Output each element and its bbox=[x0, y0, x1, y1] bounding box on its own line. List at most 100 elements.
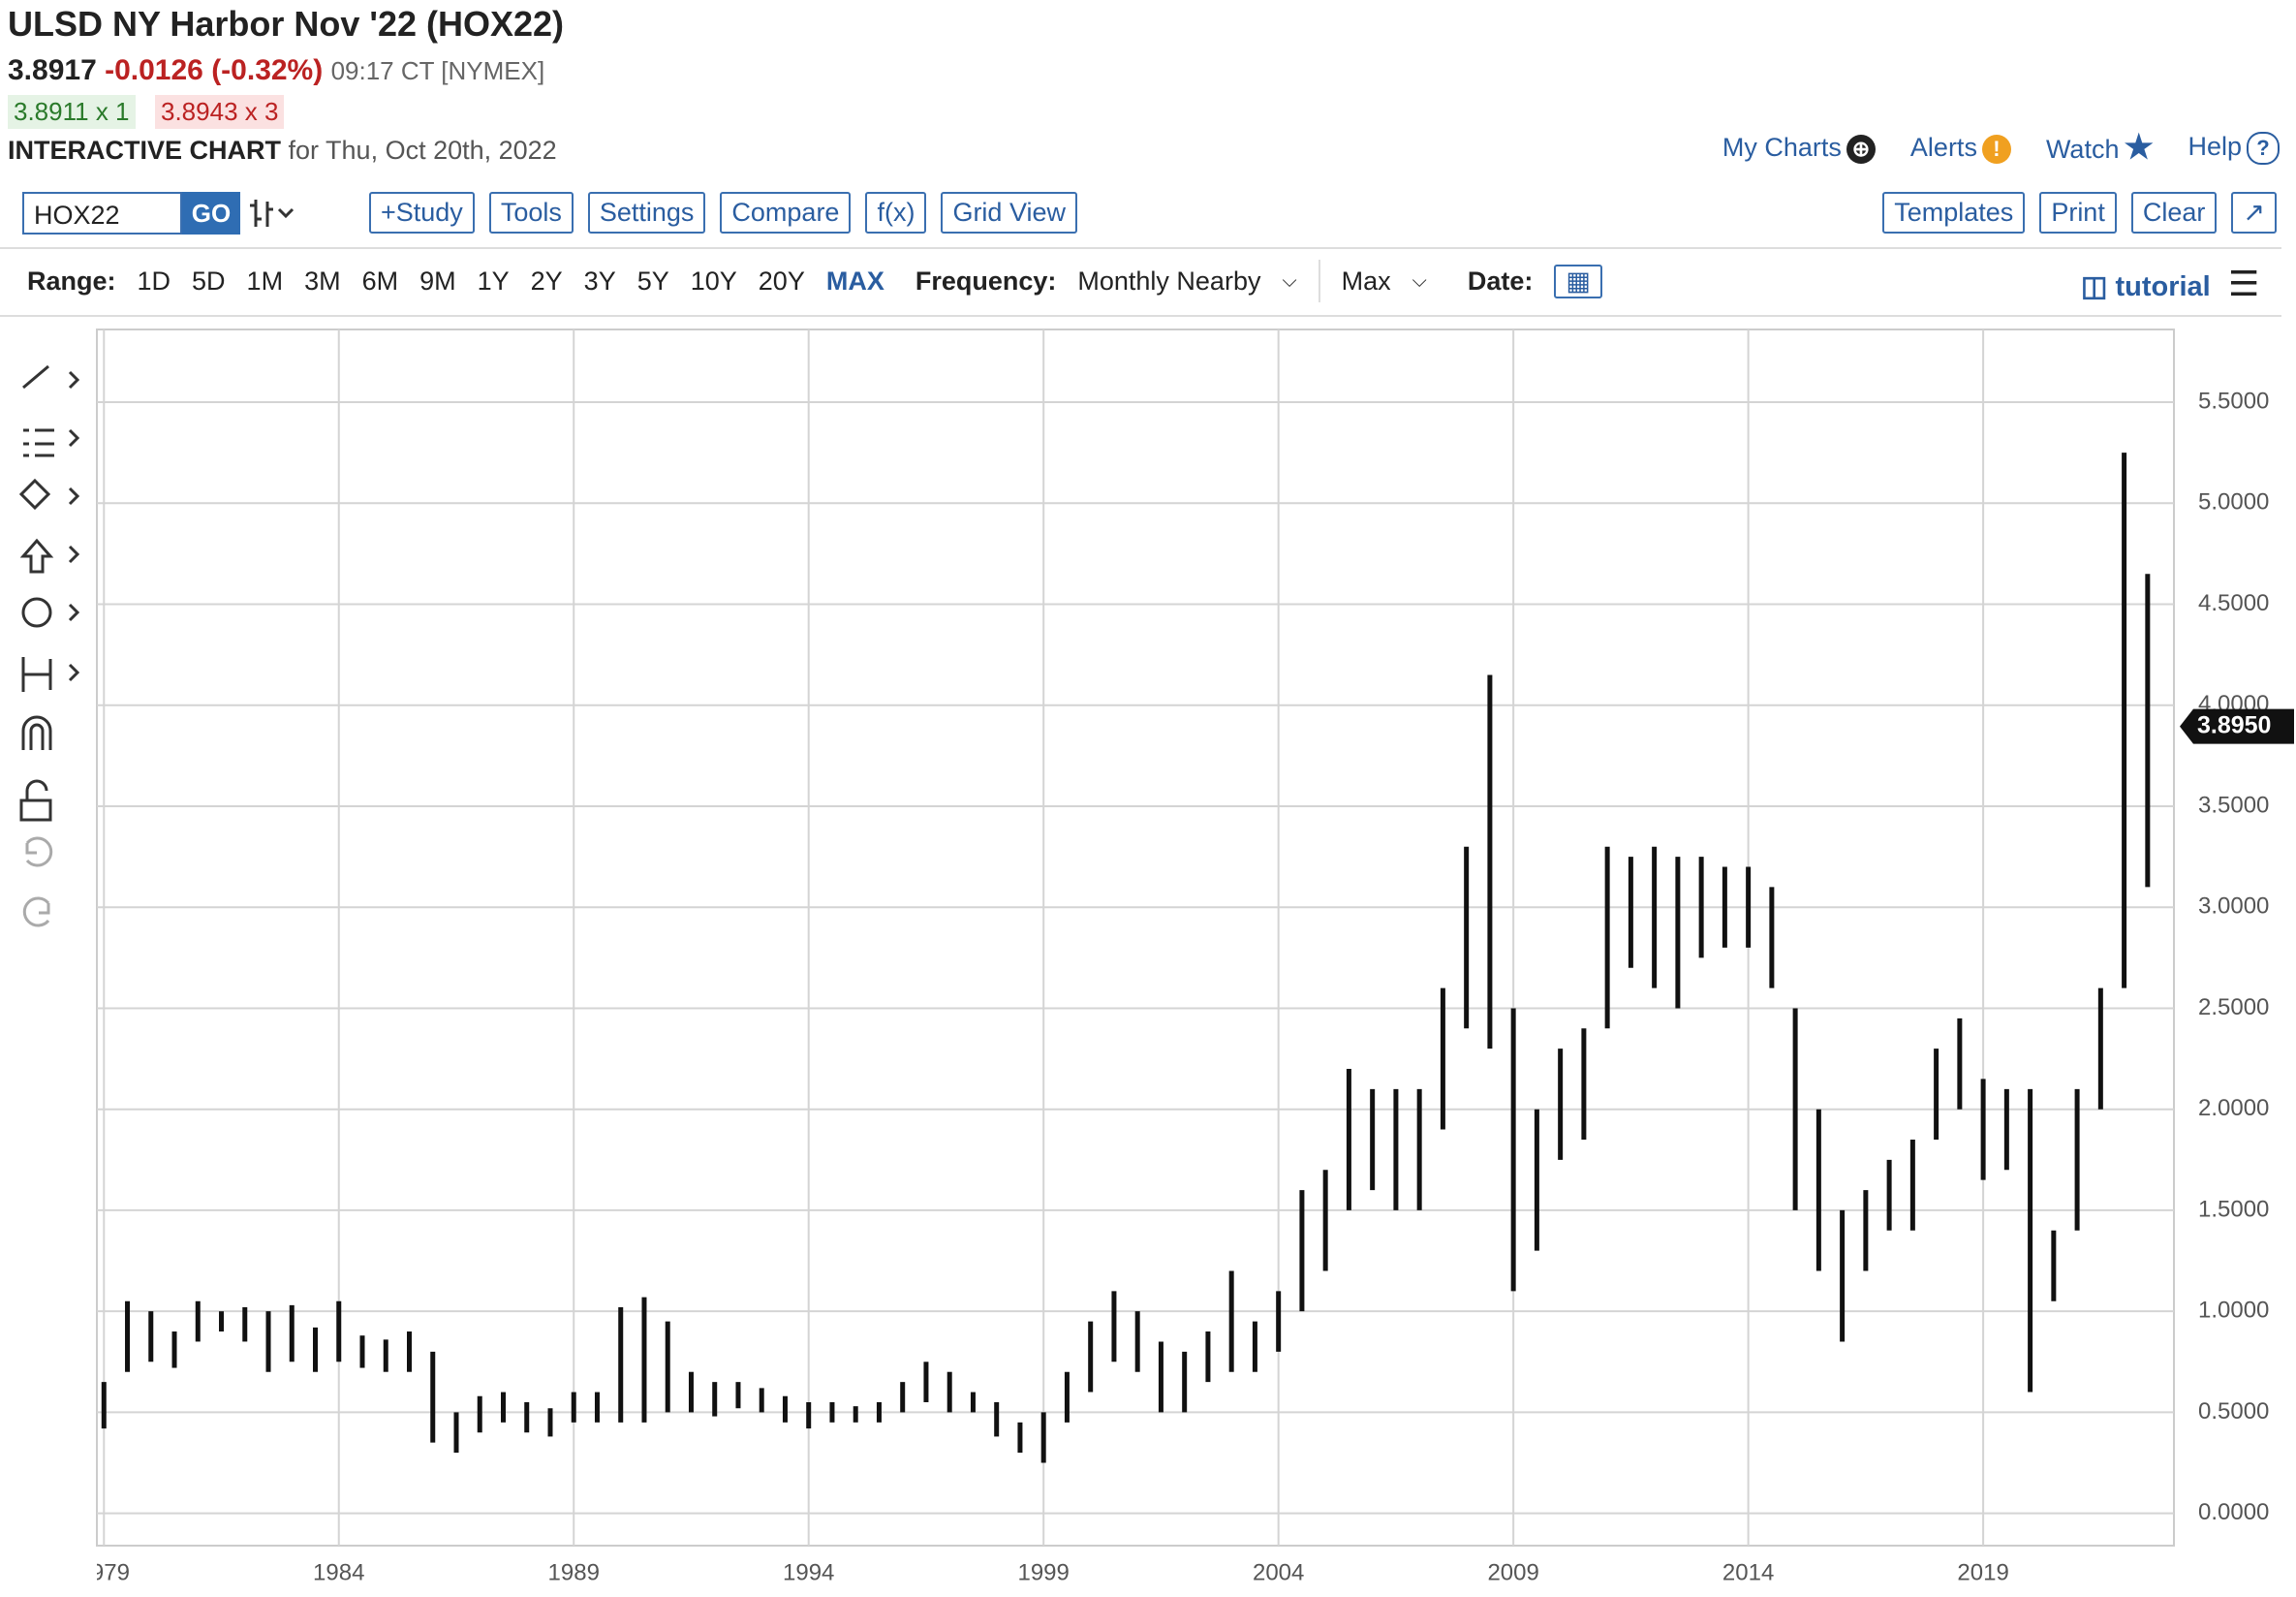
range-option[interactable]: 20Y bbox=[758, 266, 805, 296]
link-icon[interactable]: ! bbox=[1981, 135, 2011, 164]
range-label: Range: bbox=[27, 266, 116, 296]
x-tick-label: 1999 bbox=[1017, 1559, 1069, 1585]
range-option[interactable]: 1Y bbox=[477, 266, 510, 296]
x-tick-label: 1984 bbox=[313, 1559, 364, 1585]
tool-measure[interactable] bbox=[21, 657, 80, 692]
toolbar-button[interactable]: Print bbox=[2039, 192, 2117, 234]
bid: 3.8911 x 1 bbox=[8, 95, 136, 129]
symbol-box: HOX22 GO bbox=[22, 192, 308, 235]
tool-lock[interactable] bbox=[19, 779, 52, 822]
range-option[interactable]: 9M bbox=[419, 266, 456, 296]
toolbar-button[interactable]: Clear bbox=[2130, 192, 2218, 234]
tool-label[interactable] bbox=[21, 597, 52, 628]
toolbar-button[interactable]: Settings bbox=[587, 192, 706, 234]
range-bar: Range: 1D 5D 1M 3M 6M 9M 1Y 2Y 3Y 5Y 10Y 20Y MAX Frequ… bbox=[27, 260, 1602, 302]
tool-magnet[interactable] bbox=[21, 715, 52, 750]
x-tick-label: 2009 bbox=[1487, 1559, 1538, 1585]
date-picker[interactable]: ▦ bbox=[1554, 264, 1602, 298]
drawing-tools bbox=[18, 364, 80, 927]
y-tick-label: 0.0000 bbox=[2198, 1499, 2269, 1525]
link[interactable]: My Charts ⊕ bbox=[1722, 133, 1876, 164]
link-text[interactable]: Watch bbox=[2045, 134, 2120, 164]
tool-redo[interactable] bbox=[22, 896, 50, 927]
link-text[interactable]: My Charts bbox=[1722, 133, 1842, 162]
y-tick-label: 1.0000 bbox=[2198, 1298, 2269, 1324]
tool-line[interactable] bbox=[22, 364, 80, 390]
range-option[interactable]: 5Y bbox=[636, 266, 669, 296]
link[interactable]: Help? bbox=[2187, 132, 2280, 165]
symbol-input[interactable]: HOX22 bbox=[22, 192, 182, 235]
range-option[interactable]: 10Y bbox=[690, 266, 737, 296]
chevron[interactable]: ⌵ bbox=[1282, 269, 1297, 292]
x-tick-label: 2004 bbox=[1253, 1559, 1304, 1585]
toolbar-button[interactable]: Templates bbox=[1882, 192, 2026, 234]
toolbar-button[interactable]: f(x) bbox=[865, 192, 927, 234]
y-tick-label: 1.5000 bbox=[2198, 1196, 2269, 1222]
x-tick-label: 2014 bbox=[1722, 1559, 1774, 1585]
range-option[interactable]: 2Y bbox=[530, 266, 563, 296]
last-price-label: 3.8950 bbox=[2197, 711, 2271, 738]
period-select[interactable]: Max bbox=[1341, 266, 1391, 296]
chart-date: for Thu, Oct 20th, 2022 bbox=[288, 136, 557, 165]
link[interactable]: Alerts! bbox=[1910, 133, 2011, 164]
change: -0.0126 (-0.32%) bbox=[105, 54, 324, 86]
y-tick-label: 3.5000 bbox=[2198, 792, 2269, 818]
divider bbox=[0, 315, 2281, 317]
go-button[interactable]: GO bbox=[182, 192, 240, 235]
tool-shape[interactable] bbox=[18, 478, 80, 511]
range-option[interactable]: 3Y bbox=[583, 266, 616, 296]
toolbar-right: Templates Print Clear ↗ bbox=[1882, 192, 2277, 234]
y-tick-label: 2.0000 bbox=[2198, 1095, 2269, 1121]
x-tick-label: 2019 bbox=[1957, 1559, 2008, 1585]
bar-type-icon[interactable] bbox=[240, 192, 308, 235]
chevron[interactable]: ⌵ bbox=[1412, 269, 1427, 292]
last-price: 3.8917 bbox=[8, 54, 97, 86]
x-labels: 1979 1984 1989 1994 1999 2004 2009 2014 2019 bbox=[78, 1559, 2009, 1585]
chart-label-text: INTERACTIVE CHART bbox=[8, 136, 281, 165]
toolbar-button[interactable]: Compare bbox=[720, 192, 852, 234]
link[interactable]: Watch ★ bbox=[2045, 131, 2154, 165]
tool-fib[interactable] bbox=[23, 428, 80, 457]
link-icon[interactable]: ⊕ bbox=[1846, 135, 1876, 164]
range-option[interactable]: 1D bbox=[137, 266, 171, 296]
separator bbox=[1318, 260, 1320, 302]
date-label: Date: bbox=[1467, 266, 1534, 296]
x-tick-label: 1979 bbox=[78, 1559, 130, 1585]
tutorial-text[interactable]: tutorial bbox=[2115, 271, 2211, 302]
toolbar-button[interactable]: Grid View bbox=[941, 192, 1077, 234]
menu-icon[interactable]: ☰ bbox=[2228, 264, 2260, 303]
tool-undo[interactable] bbox=[25, 836, 53, 867]
range-option[interactable]: 3M bbox=[304, 266, 341, 296]
toolbar-left: +Study Tools Settings Compare f(x) Grid View bbox=[369, 192, 1077, 234]
link-icon[interactable]: ? bbox=[2247, 132, 2280, 165]
toolbar-button[interactable]: Tools bbox=[488, 192, 574, 234]
divider bbox=[0, 247, 2281, 249]
last-price-tag bbox=[2180, 708, 2294, 744]
range-option[interactable]: MAX bbox=[825, 266, 884, 296]
y-tick-label: 2.5000 bbox=[2198, 994, 2269, 1020]
range-option[interactable]: 5D bbox=[192, 266, 226, 296]
toolbar-button[interactable]: +Study bbox=[369, 192, 475, 234]
x-tick-label: 1994 bbox=[783, 1559, 834, 1585]
range-option[interactable]: 6M bbox=[361, 266, 399, 296]
chart-label: INTERACTIVE CHART for Thu, Oct 20th, 202… bbox=[8, 136, 557, 166]
range-option[interactable]: 1M bbox=[246, 266, 284, 296]
y-tick-label: 0.5000 bbox=[2198, 1398, 2269, 1425]
tutorial[interactable]: ◫ tutorial bbox=[2081, 271, 2211, 302]
quote: 3.8917 -0.0126 (-0.32%) 09:17 CT [NYMEX] bbox=[8, 54, 544, 87]
x-tick-label: 1989 bbox=[548, 1559, 600, 1585]
y-tick-label: 5.0000 bbox=[2198, 489, 2269, 516]
link-text[interactable]: Alerts bbox=[1909, 133, 1977, 162]
y-tick-label: 5.5000 bbox=[2198, 388, 2269, 414]
y-tick-label: 3.0000 bbox=[2198, 893, 2269, 920]
tool-arrow[interactable] bbox=[19, 538, 80, 574]
link-text[interactable]: Help bbox=[2187, 132, 2242, 161]
expand-button[interactable]: ↗ bbox=[2231, 192, 2277, 234]
frequency-select[interactable]: Monthly Nearby bbox=[1077, 266, 1261, 296]
title: ULSD NY Harbor Nov '22 (HOX22) bbox=[8, 4, 565, 44]
links: My Charts ⊕ Alerts! Watch ★ Help? bbox=[1722, 131, 2280, 165]
ask: 3.8943 x 3 bbox=[155, 95, 285, 129]
time: 09:17 CT [NYMEX] bbox=[330, 56, 545, 85]
